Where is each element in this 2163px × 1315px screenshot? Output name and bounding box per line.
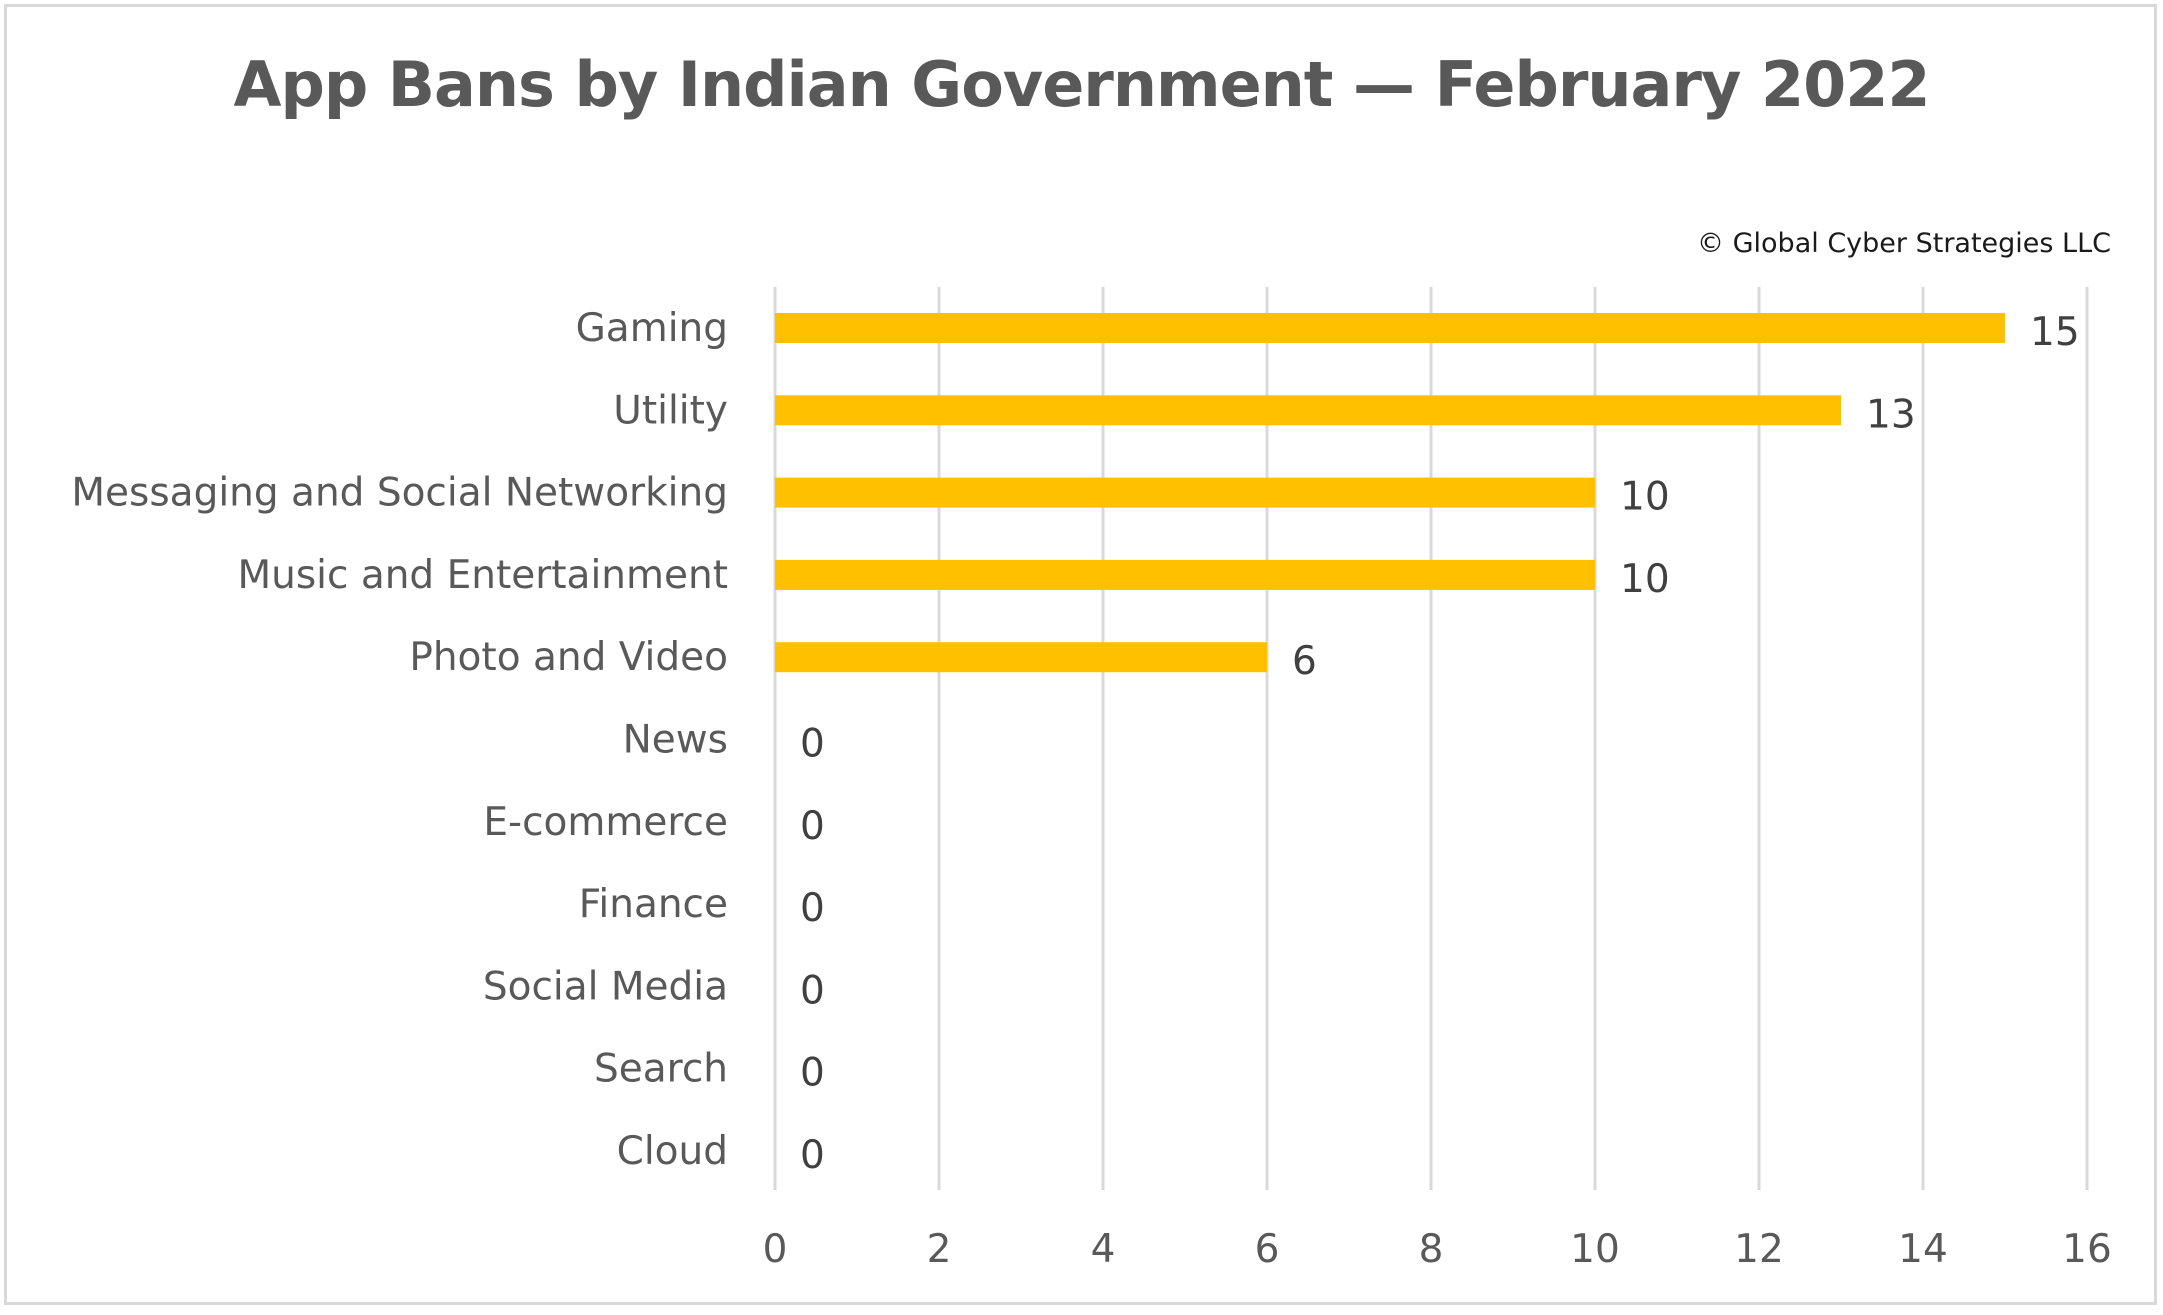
category-label-search: Search [594,1047,728,1092]
category-label-messaging-and-social-networking: Messaging and Social Networking [71,471,728,516]
data-label-utility: 13 [1866,392,1916,437]
data-labels: 15 13 10 10 6 0 0 0 0 0 0 [800,310,2080,1178]
category-label-social-media: Social Media [483,964,728,1009]
category-label-finance: Finance [579,882,728,927]
category-label-e-commerce: E-commerce [483,800,728,845]
x-tick-label: 4 [1091,1227,1116,1272]
data-label-photo-and-video: 6 [1292,639,1317,684]
x-tick-label: 10 [1570,1227,1620,1272]
category-label-utility: Utility [613,388,728,433]
x-tick-label: 2 [927,1227,952,1272]
data-label-music-and-entertainment: 10 [1620,557,1670,602]
data-label-cloud: 0 [800,1133,825,1178]
bar-messaging-and-social-networking [775,477,1595,508]
chart-title: App Bans by Indian Government — February… [233,48,1930,121]
category-label-gaming: Gaming [576,306,728,351]
gridlines [773,287,2089,1190]
bar-music-and-entertainment [775,559,1595,590]
data-label-search: 0 [800,1051,825,1096]
category-label-cloud: Cloud [617,1129,728,1174]
x-tick-label: 6 [1255,1227,1280,1272]
data-label-news: 0 [800,722,825,767]
x-axis-tick-labels: 0 2 4 6 8 10 12 14 16 [763,1227,2112,1272]
bar-utility [775,395,1841,426]
category-label-photo-and-video: Photo and Video [409,635,728,680]
category-label-music-and-entertainment: Music and Entertainment [237,553,728,598]
data-label-e-commerce: 0 [800,804,825,849]
data-label-messaging-and-social-networking: 10 [1620,475,1670,520]
data-label-social-media: 0 [800,968,825,1013]
x-tick-label: 0 [763,1227,788,1272]
copyright-credit: © Global Cyber Strategies LLC [1697,228,2111,259]
bar-photo-and-video [775,642,1267,673]
bars [775,313,2005,673]
x-tick-label: 8 [1419,1227,1444,1272]
x-tick-label: 12 [1734,1227,1784,1272]
category-labels: Gaming Utility Messaging and Social Networ… [71,306,728,1174]
data-label-gaming: 15 [2030,310,2080,355]
x-tick-label: 16 [2062,1227,2112,1272]
category-label-news: News [623,718,728,763]
data-label-finance: 0 [800,886,825,931]
x-tick-label: 14 [1898,1227,1948,1272]
bar-gaming [775,313,2005,343]
